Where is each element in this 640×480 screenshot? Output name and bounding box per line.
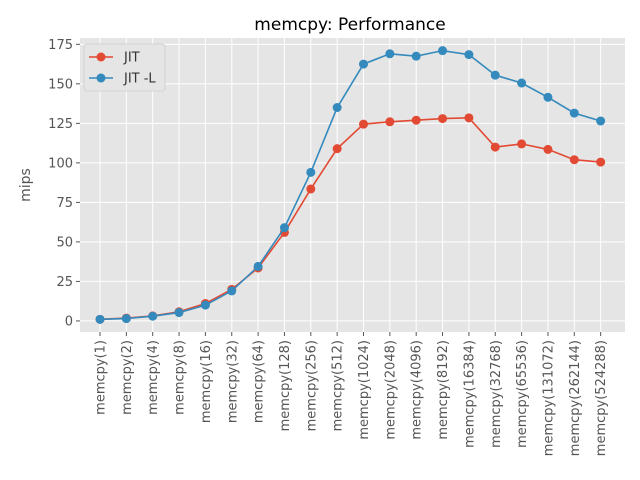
y-tick-label-6: 150	[48, 77, 73, 92]
x-tick-label-7: memcpy(128)	[278, 340, 293, 431]
plot-area	[80, 38, 625, 332]
data-point-1-7	[279, 223, 289, 233]
data-point-0-13	[438, 114, 448, 124]
x-tick-label-5: memcpy(32)	[225, 340, 240, 423]
data-point-1-13	[438, 46, 448, 56]
data-point-0-15	[490, 142, 500, 152]
x-tick-label-13: memcpy(8192)	[436, 340, 451, 440]
y-tick-label-2: 50	[56, 235, 73, 250]
data-point-0-10	[359, 119, 368, 129]
data-point-0-9	[332, 144, 342, 154]
x-tick-label-11: memcpy(2048)	[383, 340, 398, 440]
data-point-1-16	[517, 78, 527, 88]
y-tick-label-1: 25	[56, 275, 73, 290]
x-tick-label-19: memcpy(524288)	[594, 340, 609, 456]
data-point-0-19	[596, 157, 606, 167]
x-tick-label-14: memcpy(16384)	[462, 340, 477, 448]
series-line-1	[99, 49, 601, 321]
legend-marker-0	[96, 52, 106, 62]
data-point-1-8	[306, 167, 316, 177]
data-point-1-0	[95, 314, 105, 324]
x-axis: memcpy(1) memcpy(2) memcpy(4) memcpy(8) memc…	[94, 332, 609, 456]
data-point-0-16	[517, 139, 527, 149]
data-point-1-6	[253, 261, 263, 271]
data-point-0-18	[569, 155, 579, 165]
data-point-1-10	[359, 59, 368, 69]
y-tick-label-3: 75	[56, 196, 73, 211]
legend-marker-1	[96, 73, 106, 83]
y-axis-label: mips	[18, 168, 34, 202]
series-1	[95, 46, 606, 324]
data-point-0-8	[306, 184, 316, 194]
data-point-0-17	[543, 144, 553, 154]
x-tick-label-15: memcpy(32768)	[489, 340, 504, 448]
y-tick-label-0: 0	[65, 314, 73, 329]
x-tick-label-0: memcpy(1)	[94, 340, 109, 415]
x-tick-label-1: memcpy(2)	[120, 340, 135, 415]
x-tick-label-9: memcpy(512)	[331, 340, 346, 431]
x-tick-label-12: memcpy(4096)	[410, 340, 425, 440]
x-tick-label-8: memcpy(256)	[304, 340, 319, 431]
x-tick-label-6: memcpy(64)	[252, 340, 267, 423]
y-tick-label-5: 125	[48, 117, 73, 132]
data-point-1-18	[569, 108, 579, 118]
y-tick-label-7: 175	[48, 38, 73, 53]
x-tick-label-10: memcpy(1024)	[357, 340, 372, 440]
data-point-0-14	[464, 113, 474, 123]
data-point-1-3	[174, 308, 184, 318]
legend-label-1: JIT -L	[123, 72, 156, 87]
data-point-1-5	[227, 286, 237, 296]
series-group	[95, 46, 606, 324]
data-point-1-11	[385, 49, 395, 59]
legend-label-0: JIT	[123, 51, 140, 66]
x-tick-label-16: memcpy(65536)	[515, 340, 530, 448]
y-tick-label-4: 100	[48, 156, 73, 171]
data-point-1-15	[490, 70, 500, 80]
x-tick-label-3: memcpy(8)	[173, 340, 188, 415]
data-point-1-1	[121, 314, 131, 324]
data-point-1-19	[596, 116, 606, 126]
data-point-1-14	[464, 50, 474, 60]
data-point-0-11	[385, 117, 395, 127]
data-point-0-12	[411, 115, 421, 125]
legend: JIT JIT -L	[83, 43, 166, 92]
data-point-1-17	[543, 92, 553, 102]
x-tick-label-18: memcpy(262144)	[568, 340, 583, 456]
data-point-1-9	[332, 103, 342, 113]
data-point-1-12	[411, 51, 421, 61]
x-tick-label-4: memcpy(16)	[199, 340, 214, 423]
chart-title: memcpy: Performance	[254, 15, 445, 35]
data-point-1-4	[200, 300, 210, 310]
x-tick-label-17: memcpy(131072)	[541, 340, 556, 456]
x-tick-label-2: memcpy(4)	[146, 340, 161, 415]
y-axis: 0 25 50 75 100 125 150 175	[48, 38, 80, 329]
data-point-1-2	[148, 311, 158, 321]
